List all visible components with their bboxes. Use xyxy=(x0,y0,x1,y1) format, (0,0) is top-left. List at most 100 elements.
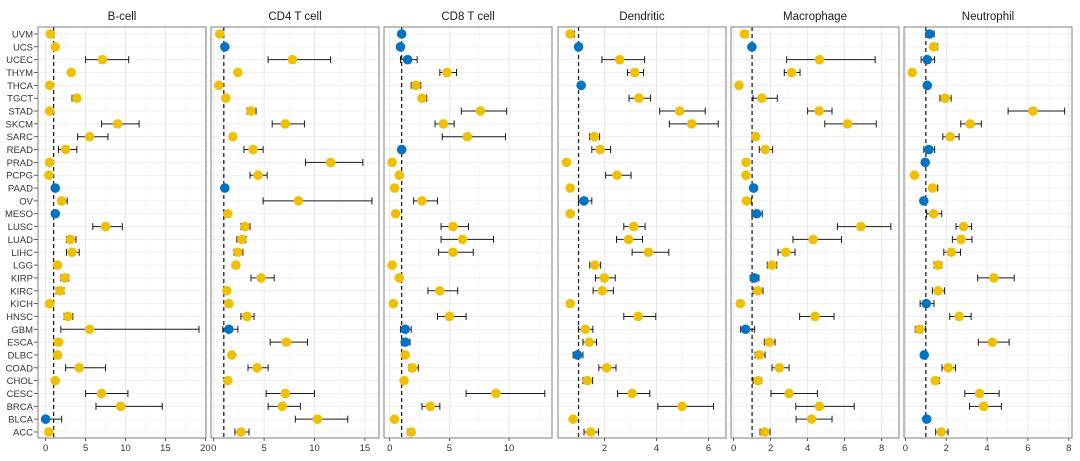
data-point-sarc xyxy=(589,131,599,142)
data-point-stad xyxy=(674,106,685,116)
data-point-blca xyxy=(568,414,578,424)
panel-title: Neutrophil xyxy=(962,11,1014,23)
x-tick-label: 0 xyxy=(211,443,216,454)
data-point-gbm xyxy=(580,324,591,335)
y-tick-label: UVM xyxy=(12,30,33,41)
data-point-meso xyxy=(565,208,576,219)
data-point-gbm xyxy=(400,324,411,335)
x-tick-label: 8 xyxy=(879,443,884,454)
x-tick-label: 20 xyxy=(200,443,211,454)
data-point-uvm xyxy=(924,29,935,39)
data-point-read xyxy=(924,144,934,155)
data-point-brca xyxy=(814,401,825,412)
panel-macrophage: Macrophage 0 2 4 6 8 xyxy=(730,11,900,454)
data-point-gbm xyxy=(740,324,751,335)
data-point-paad xyxy=(927,183,938,193)
data-point-cesc xyxy=(491,388,501,399)
x-tick-label: 5 xyxy=(83,443,88,454)
data-point-thca xyxy=(411,80,421,91)
data-point-meso xyxy=(50,208,61,219)
data-point-kich xyxy=(565,298,576,309)
y-tick-label: ACC xyxy=(13,428,33,439)
y-tick-label: THCA xyxy=(7,81,34,92)
panel-title: Dendritic xyxy=(619,11,665,23)
data-point-cesc xyxy=(627,388,637,399)
panel-border xyxy=(557,26,727,439)
x-tick-label: 0 xyxy=(731,443,736,454)
data-point-lihc xyxy=(946,247,957,258)
x-tick-label: 10 xyxy=(309,443,320,454)
data-point-dlbc xyxy=(754,350,765,360)
data-point-tgct xyxy=(221,93,231,103)
x-tick-label: 10 xyxy=(504,443,515,454)
data-point-chol xyxy=(930,375,941,386)
data-point-lgg xyxy=(387,260,397,270)
data-point-lihc xyxy=(233,247,243,258)
data-point-thca xyxy=(44,80,55,91)
data-point-ov xyxy=(919,196,929,206)
data-point-read xyxy=(60,144,71,155)
y-tick-label: PRAD xyxy=(7,158,34,169)
data-point-luad xyxy=(237,234,247,245)
y-tick-label: BRCA xyxy=(7,402,34,413)
data-point-tgct xyxy=(72,93,82,103)
data-point-pcpg xyxy=(44,170,54,181)
panel-border xyxy=(37,26,207,439)
data-point-hnsc xyxy=(633,311,643,322)
panel-cd8-t-cell: CD8 T cell 0 5 10 xyxy=(383,11,553,454)
data-point-hnsc xyxy=(810,311,820,322)
data-point-skcm xyxy=(842,119,853,129)
x-tick-label: 0 xyxy=(903,443,908,454)
x-tick-label: 0 xyxy=(387,443,392,454)
y-tick-label: CESC xyxy=(7,389,34,400)
y-tick-label: GBM xyxy=(11,325,33,336)
data-point-lusc xyxy=(958,221,969,232)
x-tick-label: 6 xyxy=(706,443,711,454)
data-point-kirc xyxy=(752,285,763,296)
data-point-paad xyxy=(50,183,61,193)
data-point-kirp xyxy=(989,273,999,283)
data-point-thym xyxy=(629,67,640,78)
data-point-ucec xyxy=(922,54,933,65)
data-point-gbm xyxy=(84,324,95,335)
data-point-stad xyxy=(246,106,256,116)
y-tick-label: LUSC xyxy=(8,222,33,233)
data-point-lusc xyxy=(448,221,458,232)
y-tick-label: CHOL xyxy=(7,376,33,387)
y-tick-label: SKCM xyxy=(6,119,34,130)
y-tick-label: STAD xyxy=(8,107,33,118)
data-point-chol xyxy=(753,375,763,386)
data-point-kirp xyxy=(394,273,405,283)
data-point-coad xyxy=(943,363,953,373)
panel-background xyxy=(211,27,379,438)
data-point-acc xyxy=(936,427,947,437)
y-tick-label: DLBC xyxy=(8,350,33,361)
panel-cd4-t-cell: CD4 T cell 0 5 10 15 xyxy=(210,11,380,454)
x-tick-label: 15 xyxy=(160,443,171,454)
x-tick-label: 10 xyxy=(120,443,131,454)
data-point-blca xyxy=(806,414,817,424)
panel-neutrophil: Neutrophil 0 2 4 6 8 xyxy=(903,11,1073,454)
data-point-uvm xyxy=(45,29,56,39)
x-tick-label: 2 xyxy=(602,443,607,454)
data-point-sarc xyxy=(462,131,473,142)
data-point-gbm xyxy=(914,324,925,335)
data-point-ucec xyxy=(814,54,825,65)
panel-border xyxy=(903,26,1073,439)
data-point-cesc xyxy=(96,388,107,399)
x-tick-label: 2 xyxy=(768,443,773,454)
x-tick-label: 4 xyxy=(805,443,810,454)
panel-title: Macrophage xyxy=(783,11,847,23)
data-point-kich xyxy=(224,298,234,309)
data-point-uvm xyxy=(739,29,750,39)
data-point-lihc xyxy=(643,247,654,258)
y-tick-label: PAAD xyxy=(8,184,33,195)
data-point-lusc xyxy=(856,221,866,232)
data-point-kirc xyxy=(597,285,608,296)
panel-border xyxy=(730,26,900,439)
y-tick-label: THYM xyxy=(6,68,33,79)
data-point-thca xyxy=(213,80,224,91)
panel-background xyxy=(384,27,552,438)
data-point-lgg xyxy=(52,260,63,270)
data-point-prad xyxy=(741,157,751,168)
